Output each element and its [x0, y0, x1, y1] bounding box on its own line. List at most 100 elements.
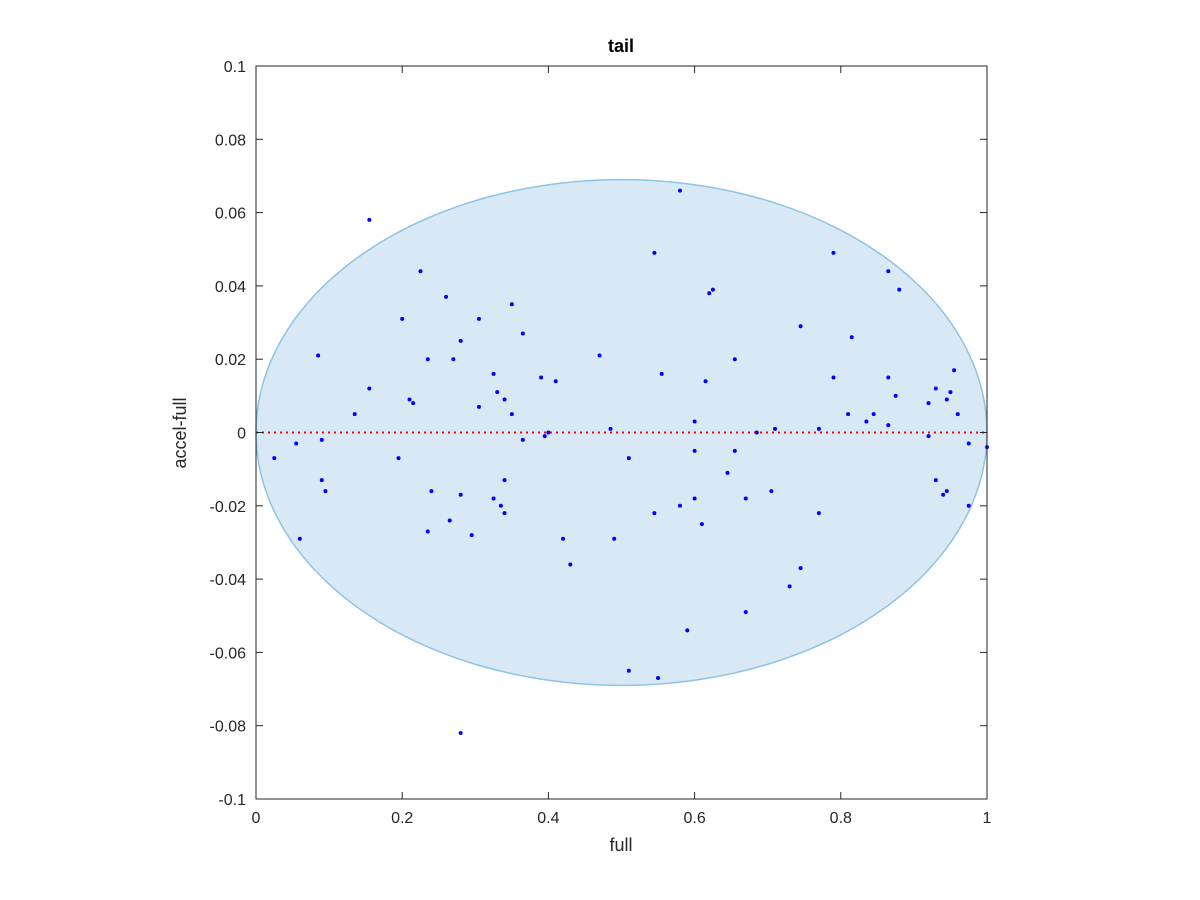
data-point — [458, 731, 463, 736]
data-point — [787, 584, 792, 589]
data-point — [491, 371, 496, 376]
x-tick-label: 0.6 — [683, 810, 705, 827]
data-point — [400, 316, 405, 321]
x-tick-label: 0 — [252, 810, 261, 827]
y-axis-label: accel-full — [170, 397, 190, 468]
data-point — [952, 368, 957, 373]
data-point — [725, 470, 730, 475]
y-tick-label: 0 — [237, 426, 246, 443]
data-point — [944, 489, 949, 494]
data-point — [323, 489, 328, 494]
data-point — [568, 562, 573, 567]
data-point — [520, 437, 525, 442]
data-point — [871, 412, 876, 417]
data-point — [831, 375, 836, 380]
data-point — [561, 536, 566, 541]
data-point — [542, 434, 547, 439]
data-point — [626, 668, 631, 673]
data-point — [732, 357, 737, 362]
data-point — [469, 533, 474, 538]
data-point — [495, 390, 500, 395]
data-point — [846, 412, 851, 417]
data-point — [502, 397, 507, 402]
data-point — [966, 441, 971, 446]
data-point — [553, 379, 558, 384]
data-point — [425, 529, 430, 534]
data-point — [407, 397, 412, 402]
x-tick-label: 1 — [983, 810, 992, 827]
data-point — [294, 441, 299, 446]
data-point — [297, 536, 302, 541]
y-tick-label: -0.1 — [218, 792, 246, 809]
data-point — [933, 386, 938, 391]
data-point — [864, 419, 869, 424]
y-tick-label: 0.1 — [224, 59, 246, 76]
data-point — [926, 434, 931, 439]
data-point — [539, 375, 544, 380]
x-tick-label: 0.8 — [830, 810, 852, 827]
data-point — [677, 503, 682, 508]
data-point — [831, 250, 836, 255]
data-point — [897, 287, 902, 292]
y-tick-label: -0.04 — [210, 572, 247, 589]
data-point — [798, 566, 803, 571]
data-point — [367, 386, 372, 391]
data-point — [816, 511, 821, 516]
data-point — [798, 324, 803, 329]
data-point — [396, 456, 401, 461]
data-point — [769, 489, 774, 494]
data-point — [703, 379, 708, 384]
y-tick-label: -0.08 — [210, 719, 247, 736]
data-point — [849, 335, 854, 340]
data-point — [447, 518, 452, 523]
data-point — [816, 426, 821, 431]
data-point — [367, 217, 372, 222]
data-point — [509, 412, 514, 417]
data-point — [652, 511, 657, 516]
data-point — [732, 448, 737, 453]
data-point — [893, 393, 898, 398]
data-point — [520, 331, 525, 336]
data-point — [498, 503, 503, 508]
data-point — [458, 338, 463, 343]
y-tick-label: 0.08 — [215, 132, 246, 149]
data-point — [652, 250, 657, 255]
data-point — [491, 496, 496, 501]
data-point — [458, 492, 463, 497]
data-point — [612, 536, 617, 541]
data-point — [502, 478, 507, 483]
data-point — [319, 478, 324, 483]
data-point — [944, 397, 949, 402]
data-point — [948, 390, 953, 395]
data-point — [941, 492, 946, 497]
y-axis-ticks: 0.1 0.08 0.06 0.04 0.02 0 -0.02 -0.04 -0.06 -0.08… — [210, 59, 987, 809]
data-point — [692, 496, 697, 501]
data-point — [418, 269, 423, 274]
x-axis-ticks: 0 0.2 0.4 0.6 0.8 1 — [252, 66, 992, 827]
data-point — [886, 269, 891, 274]
data-point — [886, 375, 891, 380]
data-point — [425, 357, 430, 362]
data-point — [608, 426, 613, 431]
plot-area — [255, 65, 989, 800]
data-point — [743, 610, 748, 615]
data-point — [707, 291, 712, 296]
y-tick-label: -0.06 — [210, 645, 247, 662]
data-point — [476, 404, 481, 409]
data-point — [773, 426, 778, 431]
y-tick-label: -0.02 — [210, 499, 247, 516]
y-tick-label: 0.06 — [215, 206, 246, 223]
data-point — [966, 503, 971, 508]
data-point — [926, 401, 931, 406]
data-point — [692, 419, 697, 424]
data-point — [754, 430, 759, 435]
data-point — [656, 676, 661, 681]
x-tick-label: 0.4 — [537, 810, 559, 827]
data-point — [692, 448, 697, 453]
data-point — [933, 478, 938, 483]
data-point — [444, 294, 449, 299]
data-point — [272, 456, 277, 461]
data-point — [352, 412, 357, 417]
data-point — [509, 302, 514, 307]
